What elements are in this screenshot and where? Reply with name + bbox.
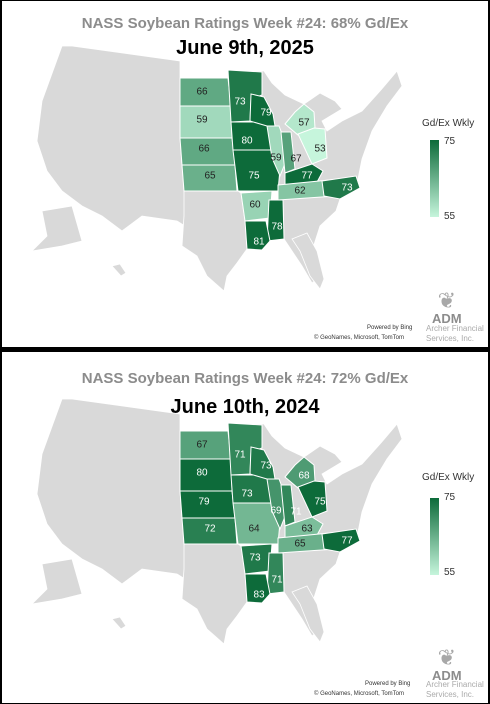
state-value-sd: 80 (196, 468, 208, 479)
land-region (30, 558, 83, 605)
archer-text: Archer Financial Services, Inc. (426, 324, 484, 343)
map-title: NASS Soybean Ratings Week #24: 68% Gd/Ex (81, 15, 409, 32)
land-region (111, 616, 127, 630)
map-date: June 10th, 2024 (170, 396, 320, 418)
legend-min: 55 (444, 567, 456, 578)
state-ks (181, 164, 238, 192)
state-value-wi: 79 (260, 108, 272, 119)
legend-max: 75 (444, 492, 456, 503)
archer-text: Archer Financial Services, Inc. (426, 680, 484, 699)
map-credit-sources: © GeoNames, Microsoft, TomTom (314, 335, 404, 341)
state-ms (266, 199, 285, 242)
state-value-nc: 77 (341, 536, 353, 547)
state-mo (232, 502, 281, 545)
state-value-oh: 75 (314, 497, 326, 508)
state-value-mo: 75 (248, 171, 260, 182)
state-value-il: 69 (270, 506, 282, 517)
state-value-ar: 73 (249, 553, 261, 564)
legend-gradient (430, 498, 439, 575)
land-region (181, 543, 248, 645)
state-value-nd: 66 (196, 87, 208, 98)
adm-logo: ❦ ADM (432, 288, 462, 327)
map-credit-sources: © GeoNames, Microsoft, TomTom (314, 691, 404, 697)
state-value-ia: 73 (241, 489, 253, 500)
state-value-ms: 78 (271, 222, 283, 233)
state-value-in: 71 (290, 507, 302, 518)
state-value-ks: 65 (204, 171, 216, 182)
map-credit-powered: Powered by Bing (367, 325, 413, 331)
state-value-sd: 59 (196, 115, 208, 126)
state-value-wi: 73 (260, 461, 272, 472)
land-region (36, 398, 188, 585)
leaf-icon: ❦ (437, 645, 457, 670)
state-value-ky: 63 (301, 524, 313, 535)
us-map: 67 80 79 72 71 73 64 73 69 71 68 75 63 65 77 73 71 83 (30, 398, 403, 645)
state-value-nc: 73 (341, 183, 353, 194)
state-value-il: 59 (270, 153, 282, 164)
state-ky (284, 163, 324, 186)
state-value-tn: 62 (294, 186, 306, 197)
state-value-mn: 71 (234, 450, 246, 461)
state-value-ar: 60 (249, 200, 261, 211)
state-value-ne: 79 (198, 497, 210, 508)
state-value-ky: 77 (301, 171, 313, 182)
legend-min: 55 (444, 211, 456, 222)
state-value-mi: 57 (298, 118, 310, 129)
land-region (30, 205, 83, 252)
state-value-mn: 73 (234, 97, 246, 108)
us-map: 66 59 66 65 73 80 75 79 59 67 57 53 77 62 73 60 78 81 (30, 45, 403, 292)
state-ks (181, 517, 238, 545)
state-in (280, 484, 296, 527)
state-value-mo: 64 (248, 524, 260, 535)
map-title: NASS Soybean Ratings Week #24: 72% Gd/Ex (81, 370, 409, 387)
leaf-icon: ❦ (437, 288, 457, 313)
map-panel-2024: NASS Soybean Ratings Week #24: 72% Gd/Ex… (2, 352, 488, 703)
state-ms (266, 552, 285, 595)
state-la (244, 573, 271, 604)
map-date: June 9th, 2025 (176, 37, 314, 59)
state-in (280, 131, 296, 174)
state-value-la: 81 (253, 237, 265, 248)
land-region (181, 190, 248, 292)
land-region (291, 585, 325, 643)
legend-max: 75 (444, 136, 456, 147)
state-nc (321, 175, 361, 200)
legend-title: Gd/Ex Wkly (422, 118, 475, 129)
state-la (244, 220, 271, 251)
state-mo (232, 149, 281, 192)
state-value-tn: 65 (294, 539, 306, 550)
state-value-nd: 67 (196, 440, 208, 451)
state-value-ms: 71 (271, 575, 283, 586)
state-value-la: 83 (253, 590, 265, 601)
state-oh (297, 480, 328, 518)
state-value-oh: 53 (314, 144, 326, 155)
state-nc (321, 528, 361, 553)
state-value-mi: 68 (298, 471, 310, 482)
state-value-ia: 80 (241, 136, 253, 147)
state-value-ks: 72 (204, 524, 216, 535)
state-oh (297, 127, 328, 165)
adm-logo: ❦ ADM (432, 645, 462, 684)
legend-gradient (430, 140, 439, 217)
legend-title: Gd/Ex Wkly (422, 472, 475, 483)
state-ky (284, 516, 324, 539)
land-region (291, 232, 325, 290)
state-value-in: 67 (290, 154, 302, 165)
map-panel-2025: NASS Soybean Ratings Week #24: 68% Gd/Ex… (2, 1, 488, 347)
state-value-ne: 66 (198, 144, 210, 155)
land-region (111, 263, 127, 277)
land-region (36, 45, 188, 232)
map-credit-powered: Powered by Bing (365, 681, 411, 687)
